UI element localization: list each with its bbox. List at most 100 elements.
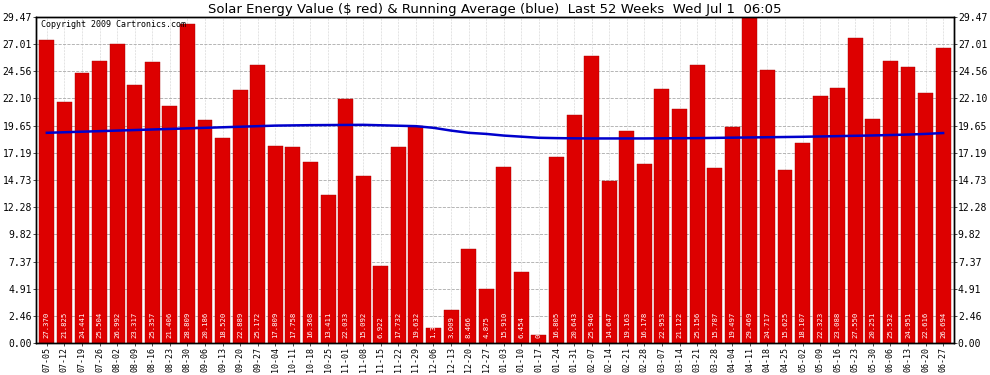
- Bar: [479, 289, 494, 343]
- Bar: [180, 24, 195, 343]
- Text: 21.406: 21.406: [167, 311, 173, 338]
- Text: 22.889: 22.889: [238, 311, 244, 338]
- Text: 16.368: 16.368: [308, 311, 314, 338]
- Bar: [233, 90, 248, 343]
- Text: 4.875: 4.875: [483, 316, 489, 338]
- Bar: [690, 64, 705, 343]
- Text: 6.454: 6.454: [519, 316, 525, 338]
- Bar: [215, 138, 230, 343]
- Text: 27.550: 27.550: [852, 311, 858, 338]
- Text: 15.625: 15.625: [782, 311, 788, 338]
- Text: 15.787: 15.787: [712, 311, 718, 338]
- Text: 14.647: 14.647: [606, 311, 612, 338]
- Text: 24.717: 24.717: [764, 311, 770, 338]
- Text: 25.504: 25.504: [97, 311, 103, 338]
- Bar: [110, 44, 125, 343]
- Text: 28.809: 28.809: [184, 311, 190, 338]
- Bar: [795, 142, 810, 343]
- Text: 21.825: 21.825: [61, 311, 67, 338]
- Bar: [514, 272, 529, 343]
- Text: 15.092: 15.092: [360, 311, 366, 338]
- Text: 25.946: 25.946: [589, 311, 595, 338]
- Text: 24.441: 24.441: [79, 311, 85, 338]
- Bar: [760, 69, 775, 343]
- Text: 26.992: 26.992: [114, 311, 120, 338]
- Text: 20.643: 20.643: [571, 311, 577, 338]
- Bar: [672, 110, 687, 343]
- Text: 23.317: 23.317: [132, 311, 138, 338]
- Text: 24.951: 24.951: [905, 311, 911, 338]
- Bar: [831, 88, 845, 343]
- Text: 16.805: 16.805: [553, 311, 559, 338]
- Text: 19.163: 19.163: [624, 311, 630, 338]
- Bar: [444, 310, 458, 343]
- Bar: [285, 147, 300, 343]
- Bar: [303, 162, 318, 343]
- Bar: [654, 89, 669, 343]
- Text: 15.910: 15.910: [501, 311, 507, 338]
- Bar: [707, 168, 722, 343]
- Bar: [268, 146, 283, 343]
- Bar: [409, 126, 424, 343]
- Text: 25.172: 25.172: [254, 311, 260, 338]
- Bar: [532, 334, 546, 343]
- Text: 17.809: 17.809: [272, 311, 278, 338]
- Bar: [777, 170, 792, 343]
- Bar: [901, 67, 916, 343]
- Bar: [620, 131, 635, 343]
- Text: 13.411: 13.411: [325, 311, 331, 338]
- Text: 1.369: 1.369: [431, 316, 437, 338]
- Bar: [250, 64, 265, 343]
- Bar: [602, 181, 617, 343]
- Text: 26.694: 26.694: [940, 311, 946, 338]
- Bar: [74, 73, 89, 343]
- Text: 17.732: 17.732: [395, 311, 401, 338]
- Bar: [461, 249, 476, 343]
- Bar: [813, 96, 828, 343]
- Bar: [637, 164, 651, 343]
- Bar: [742, 17, 757, 343]
- Bar: [198, 120, 213, 343]
- Bar: [496, 167, 511, 343]
- Bar: [373, 267, 388, 343]
- Text: 20.186: 20.186: [202, 311, 208, 338]
- Text: Copyright 2009 Cartronics.com: Copyright 2009 Cartronics.com: [41, 20, 186, 29]
- Text: 22.033: 22.033: [343, 311, 348, 338]
- Bar: [355, 176, 370, 343]
- Text: 18.107: 18.107: [800, 311, 806, 338]
- Text: 8.466: 8.466: [465, 316, 471, 338]
- Text: 17.758: 17.758: [290, 311, 296, 338]
- Text: 25.532: 25.532: [887, 311, 893, 338]
- Text: 0.772: 0.772: [536, 316, 542, 338]
- Bar: [92, 61, 107, 343]
- Bar: [865, 119, 880, 343]
- Bar: [936, 48, 950, 343]
- Bar: [566, 115, 581, 343]
- Text: 21.122: 21.122: [676, 311, 682, 338]
- Text: 18.520: 18.520: [220, 311, 226, 338]
- Text: 27.370: 27.370: [44, 311, 50, 338]
- Bar: [162, 106, 177, 343]
- Text: 16.178: 16.178: [642, 311, 647, 338]
- Text: 19.497: 19.497: [730, 311, 736, 338]
- Bar: [391, 147, 406, 343]
- Bar: [40, 40, 54, 343]
- Text: 23.088: 23.088: [835, 311, 841, 338]
- Text: 29.469: 29.469: [746, 311, 752, 338]
- Text: 3.009: 3.009: [448, 316, 454, 338]
- Text: 25.357: 25.357: [149, 311, 155, 338]
- Text: 22.323: 22.323: [817, 311, 823, 338]
- Bar: [725, 127, 740, 343]
- Bar: [339, 99, 353, 343]
- Text: 25.156: 25.156: [694, 311, 700, 338]
- Bar: [584, 56, 599, 343]
- Text: 22.616: 22.616: [923, 311, 929, 338]
- Title: Solar Energy Value ($ red) & Running Average (blue)  Last 52 Weeks  Wed Jul 1  0: Solar Energy Value ($ red) & Running Ave…: [208, 3, 782, 16]
- Bar: [426, 328, 441, 343]
- Bar: [145, 63, 159, 343]
- Bar: [883, 60, 898, 343]
- Bar: [57, 102, 72, 343]
- Text: 6.922: 6.922: [378, 316, 384, 338]
- Bar: [918, 93, 933, 343]
- Text: 19.632: 19.632: [413, 311, 419, 338]
